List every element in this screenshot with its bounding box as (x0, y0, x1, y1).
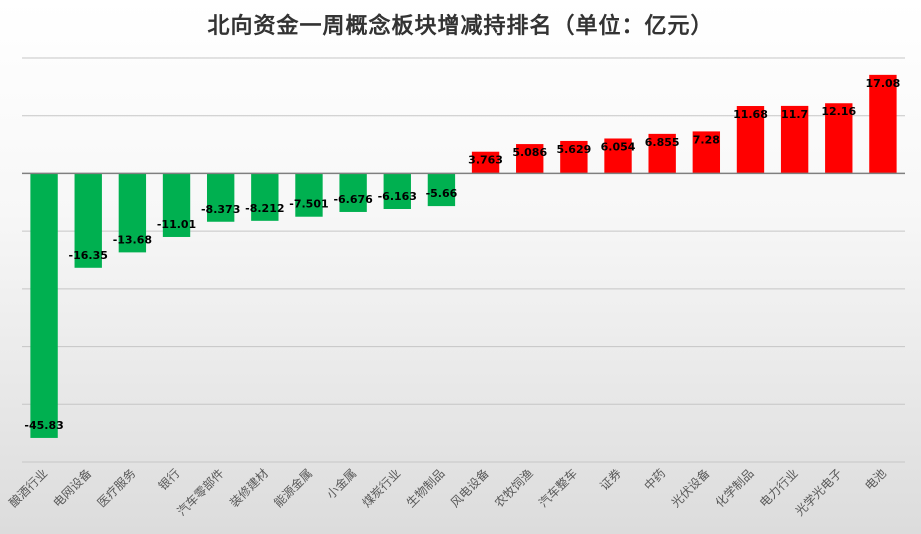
data-label-19: 12.16 (821, 105, 856, 118)
category-label-5: 汽车零部件 (174, 466, 227, 519)
data-label-6: -8.212 (245, 202, 284, 215)
category-label-13: 汽车整车 (535, 466, 580, 511)
category-label-1: 酿酒行业 (6, 466, 51, 511)
bar-14 (604, 138, 632, 174)
data-label-4: -11.01 (157, 218, 196, 231)
bar-9 (383, 173, 411, 209)
bar-10 (427, 173, 456, 207)
bar-5 (206, 173, 235, 222)
bar-19 (825, 103, 853, 174)
category-label-7: 能源金属 (271, 466, 316, 511)
data-label-10: -5.66 (426, 187, 458, 200)
data-label-3: -13.68 (113, 233, 152, 246)
category-label-2: 电网设备 (50, 466, 94, 510)
category-label-20: 电池 (862, 466, 889, 493)
category-label-15: 中药 (641, 466, 669, 494)
bar-4 (162, 173, 191, 237)
category-label-11: 风电设备 (448, 466, 492, 510)
category-label-10: 生物制品 (404, 466, 448, 510)
data-label-8: -6.676 (333, 193, 373, 206)
data-label-13: 5.629 (556, 143, 591, 156)
data-label-2: -16.35 (69, 249, 108, 262)
bar-2 (74, 173, 102, 268)
chart-title: 北向资金一周概念板块增减持排名（单位：亿元） (207, 14, 714, 39)
data-label-1: -45.83 (24, 419, 63, 432)
category-label-16: 光伏设备 (669, 466, 713, 510)
bar-17 (736, 106, 765, 174)
data-label-20: 17.08 (866, 77, 901, 90)
category-label-3: 医疗服务 (94, 466, 139, 511)
bar-12 (516, 144, 544, 174)
data-label-14: 6.054 (601, 140, 636, 153)
data-label-17: 11.68 (733, 108, 768, 121)
bar-7 (295, 173, 323, 217)
bar-16 (692, 131, 721, 174)
category-label-9: 煤炭行业 (360, 466, 404, 510)
data-label-7: -7.501 (289, 198, 328, 211)
category-label-12: 农牧饲渔 (492, 466, 536, 510)
data-label-5: -8.373 (201, 203, 240, 216)
category-label-6: 装修建材 (226, 466, 271, 511)
data-label-16: 7.28 (693, 133, 720, 146)
bar-1 (30, 173, 58, 438)
bar-3 (118, 173, 147, 253)
category-label-8: 小金属 (323, 466, 359, 502)
bar-18 (780, 105, 809, 174)
data-label-9: -6.163 (378, 190, 417, 203)
data-label-18: 11.7 (781, 108, 808, 121)
category-label-17: 化学制品 (712, 466, 757, 511)
category-label-4: 银行 (156, 466, 183, 493)
data-label-15: 6.855 (645, 136, 680, 149)
category-label-18: 电力行业 (757, 466, 801, 510)
data-label-12: 5.086 (512, 146, 547, 159)
category-label-19: 光学光电子 (792, 466, 845, 519)
bar-6 (251, 173, 279, 221)
data-label-11: 3.763 (468, 154, 503, 167)
bar-20 (869, 74, 897, 174)
bar-8 (339, 173, 367, 212)
bar-11 (471, 151, 500, 174)
bar-13 (560, 140, 588, 174)
category-label-14: 证券 (597, 466, 625, 494)
bar-15 (648, 133, 676, 174)
